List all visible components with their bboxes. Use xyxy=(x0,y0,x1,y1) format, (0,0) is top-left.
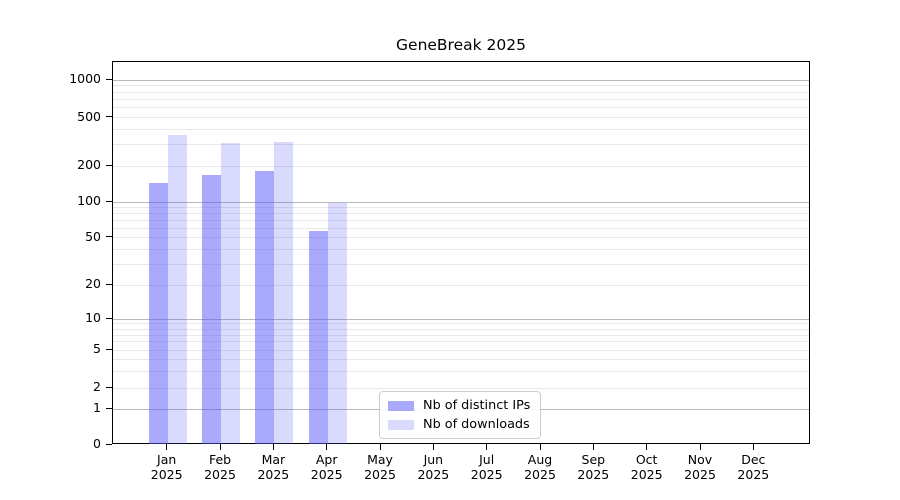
y-tick-mark xyxy=(106,317,112,320)
x-tick-label-feb: Feb 2025 xyxy=(204,452,236,482)
gridline-minor xyxy=(113,349,809,351)
bar-distinct-ips-mar xyxy=(255,171,275,444)
legend-label-distinct-ips: Nb of distinct IPs xyxy=(423,398,531,413)
y-tick-label: 50 xyxy=(85,228,101,244)
y-tick-label: 1000 xyxy=(69,71,101,87)
y-tick-label: 100 xyxy=(77,193,101,208)
y-tick-mark xyxy=(106,78,112,81)
x-tick-mark xyxy=(699,444,701,450)
x-tick-mark xyxy=(539,444,541,450)
bar-downloads-feb xyxy=(221,143,241,444)
gridline-minor xyxy=(113,212,809,214)
y-tick-mark xyxy=(106,200,112,202)
x-tick-mark xyxy=(326,444,328,450)
gridline-minor xyxy=(113,358,809,360)
x-tick-mark xyxy=(166,444,168,450)
x-tick-mark xyxy=(752,444,755,450)
gridline-minor xyxy=(113,85,809,87)
gridline-minor xyxy=(113,206,809,208)
legend-swatch-distinct-ips-icon xyxy=(388,400,414,411)
x-tick-mark xyxy=(272,444,275,450)
gridline-minor xyxy=(113,248,809,250)
gridline-major xyxy=(113,201,809,203)
y-tick-mark xyxy=(106,236,112,238)
gridline-minor xyxy=(113,237,809,239)
x-tick-label-sep: Sep 2025 xyxy=(577,452,610,482)
y-tick-mark xyxy=(106,116,112,118)
x-tick-label-nov: Nov 2025 xyxy=(684,452,716,482)
legend-row-downloads: Nb of downloads xyxy=(388,417,532,432)
gridline-minor xyxy=(113,91,809,93)
y-tick-label: 1 xyxy=(93,400,101,416)
gridline-minor xyxy=(113,99,809,101)
gridline-minor xyxy=(113,219,809,221)
gridline-minor xyxy=(113,107,809,109)
x-tick-mark xyxy=(219,444,221,450)
y-tick-label: 10 xyxy=(85,310,101,326)
x-tick-label-oct: Oct 2025 xyxy=(630,452,663,482)
gridline-minor xyxy=(113,284,809,286)
plot-area: Nb of distinct IPs Nb of downloads xyxy=(112,61,810,444)
x-tick-label-apr: Apr 2025 xyxy=(310,452,343,482)
gridline-minor xyxy=(113,387,809,389)
gridline-major xyxy=(113,79,809,81)
y-tick-mark xyxy=(106,283,112,286)
x-tick-label-jun: Jun 2025 xyxy=(417,452,450,482)
x-tick-label-mar: Mar 2025 xyxy=(257,452,290,482)
x-tick-mark xyxy=(379,444,381,450)
y-tick-mark xyxy=(106,386,112,389)
x-tick-label-aug: Aug 2025 xyxy=(524,452,556,482)
bar-downloads-apr xyxy=(327,203,347,444)
gridline-minor xyxy=(113,328,809,330)
y-tick-mark xyxy=(106,348,112,350)
x-tick-mark xyxy=(592,444,595,450)
gridline-minor xyxy=(113,144,809,146)
gridline-minor xyxy=(113,129,809,131)
gridline-minor xyxy=(113,341,809,343)
x-tick-mark xyxy=(432,444,435,450)
y-tick-label: 200 xyxy=(77,157,101,173)
gridline-minor xyxy=(113,227,809,229)
y-tick-label: 5 xyxy=(93,341,101,356)
legend: Nb of distinct IPs Nb of downloads xyxy=(379,391,541,439)
x-tick-label-may: May 2025 xyxy=(364,452,396,482)
gridline-minor xyxy=(113,117,809,119)
legend-row-distinct-ips: Nb of distinct IPs xyxy=(388,398,532,413)
bar-downloads-jan xyxy=(167,135,187,444)
y-tick-mark xyxy=(106,407,112,410)
legend-label-downloads: Nb of downloads xyxy=(423,417,530,432)
legend-swatch-downloads-icon xyxy=(388,419,414,430)
x-tick-label-dec: Dec 2025 xyxy=(737,452,770,482)
gridline-major xyxy=(113,318,809,320)
chart-title: GeneBreak 2025 xyxy=(396,36,526,54)
gridline-minor xyxy=(113,323,809,325)
y-tick-mark xyxy=(106,443,112,445)
gridline-minor xyxy=(113,263,809,265)
y-tick-label: 0 xyxy=(93,436,101,451)
gridline-minor xyxy=(113,165,809,167)
y-tick-label: 2 xyxy=(93,379,101,395)
x-tick-label-jan: Jan 2025 xyxy=(150,452,183,482)
bar-distinct-ips-apr xyxy=(308,230,328,444)
bar-downloads-mar xyxy=(274,142,294,444)
y-tick-label: 500 xyxy=(77,108,101,124)
gridline-minor xyxy=(113,334,809,336)
x-tick-label-jul: Jul 2025 xyxy=(470,452,503,482)
y-tick-mark xyxy=(106,164,112,167)
bar-distinct-ips-jan xyxy=(148,182,168,444)
x-tick-mark xyxy=(486,444,488,450)
y-tick-label: 20 xyxy=(85,276,101,292)
x-tick-mark xyxy=(646,444,648,450)
bar-distinct-ips-feb xyxy=(202,175,222,444)
gridline-minor xyxy=(113,370,809,372)
